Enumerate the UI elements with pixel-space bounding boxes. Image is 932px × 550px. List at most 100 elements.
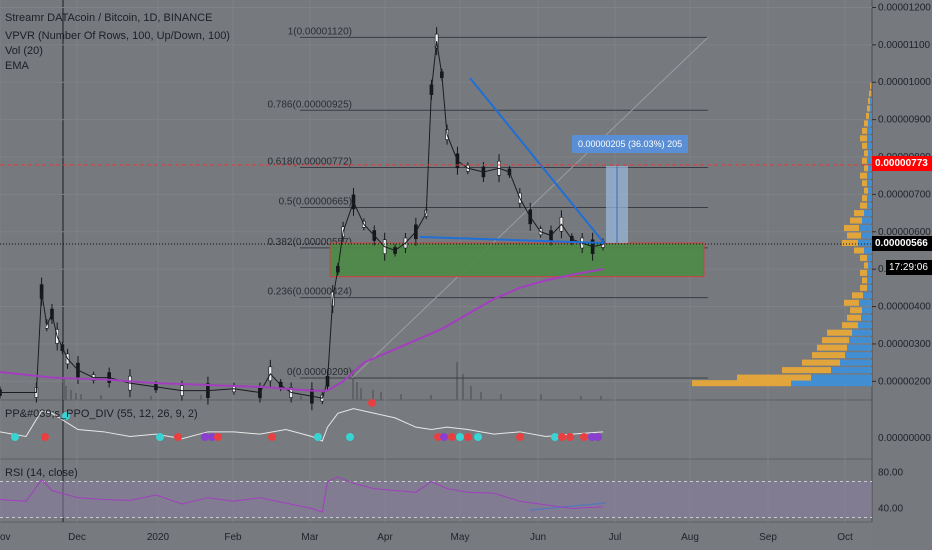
vpvr-down-bar	[868, 165, 872, 172]
vpvr-up-bar	[862, 142, 867, 149]
vpvr-down-bar	[858, 239, 872, 246]
x-tick-label: Dec	[68, 532, 86, 543]
ppo-pane-label[interactable]: PP&#039;s_PPO_DIV (55, 12, 26, 9, 2)	[5, 408, 198, 420]
vpvr-up-bar	[867, 105, 870, 112]
vpvr-down-bar	[862, 307, 872, 314]
ppo-signal-dot	[208, 433, 216, 441]
target-price-badge: 0.00000773	[872, 156, 932, 171]
price-axis[interactable]	[872, 0, 932, 550]
vpvr-up-bar	[847, 232, 861, 239]
ppo-line	[0, 408, 604, 442]
vpvr-down-bar	[868, 120, 872, 127]
ppo-signal-dot	[268, 433, 276, 441]
ppo-signal-dot	[346, 433, 354, 441]
vpvr-down-bar	[847, 344, 872, 351]
y-tick-label: 0.00000300	[878, 339, 931, 350]
ppo-signal-dot	[214, 433, 222, 441]
ppo-signal-dot	[551, 433, 559, 441]
volume-bar	[65, 386, 67, 400]
rsi-band	[0, 481, 872, 518]
rsi-line	[0, 476, 604, 513]
rsi-pane-label[interactable]: RSI (14, close)	[5, 467, 78, 479]
ppo-signal-dot	[566, 433, 574, 441]
vpvr-up-bar	[870, 82, 871, 89]
volume-bar	[462, 374, 464, 400]
vpvr-up-bar	[862, 157, 867, 164]
indicator-ema[interactable]: EMA	[5, 60, 29, 72]
volume-bar	[75, 393, 77, 400]
ppo-signal-dot	[62, 412, 70, 420]
x-tick-label: Jul	[609, 532, 622, 543]
ppo-signal-dot	[314, 433, 322, 441]
vpvr-up-bar	[862, 277, 867, 284]
volume-bar	[470, 386, 472, 400]
volume-bar	[356, 382, 358, 400]
vpvr-up-bar	[850, 307, 862, 314]
vpvr-down-bar	[861, 314, 872, 321]
vpvr-down-bar	[867, 269, 872, 276]
fib-label: 0.786(0.00000925)	[267, 99, 352, 110]
volume-bar	[600, 396, 602, 400]
ppo-signal-dot	[456, 433, 464, 441]
volume-bar	[100, 395, 102, 400]
chart-title: Streamr DATAcoin / Bitcoin, 1D, BINANCE	[5, 12, 213, 24]
vpvr-up-bar	[860, 172, 867, 179]
vpvr-up-bar	[844, 299, 859, 306]
volume-bar	[63, 378, 65, 400]
vpvr-up-bar	[860, 284, 867, 291]
y-tick-label: 0.00000700	[878, 189, 931, 200]
vpvr-up-bar	[692, 380, 791, 387]
x-tick-label: Oct	[837, 532, 853, 543]
y-tick-label: 0.00000900	[878, 115, 931, 126]
ppo-signal-dot	[580, 433, 588, 441]
vpvr-down-bar	[862, 217, 872, 224]
vpvr-down-bar	[869, 112, 872, 119]
ppo-zero-label: 0.00000000	[878, 433, 931, 444]
indicator-vol[interactable]: Vol (20)	[5, 45, 43, 57]
volume-bar	[352, 370, 354, 400]
vpvr-down-bar	[868, 262, 872, 269]
vpvr-up-bar	[854, 210, 864, 217]
ema-polyline	[0, 268, 604, 392]
ppo-signal-dot	[594, 433, 602, 441]
vpvr-up-bar	[850, 217, 862, 224]
volume-bar	[580, 396, 582, 400]
x-tick-label: Sep	[759, 532, 777, 543]
support-zone-rect	[329, 242, 705, 278]
vpvr-up-bar	[822, 337, 849, 344]
vpvr-down-bar	[864, 210, 872, 217]
x-axis-ticks: ov Dec 2020 Feb Mar Apr May Jun Jul Aug Sep Oct	[0, 532, 853, 543]
vpvr-up-bar	[782, 367, 831, 374]
fib-label: 1(0.00001120)	[288, 26, 352, 37]
support-zone	[329, 242, 705, 278]
vpvr-up-bar	[842, 322, 858, 329]
ppo-signal-dot	[11, 433, 19, 441]
fib-label: 0(0.00000209)	[287, 367, 352, 378]
main-pane-bg	[0, 0, 872, 400]
y-tick-label: 0.00000200	[878, 376, 931, 387]
ppo-pane	[0, 399, 604, 442]
x-tick-label: ov	[0, 532, 11, 543]
vpvr-down-bar	[868, 187, 872, 194]
vpvr-up-bar	[812, 352, 845, 359]
fib-label: 0.236(0.00000424)	[267, 287, 352, 298]
volume-bar	[372, 390, 374, 400]
y-tick-label: 0.00000400	[878, 302, 931, 313]
x-tick-label: Jun	[530, 532, 546, 543]
measure-label: 0.00000205 (36.03%) 205	[572, 135, 689, 153]
descending-trendline	[469, 77, 605, 244]
ppo-signal-dot	[464, 433, 472, 441]
vpvr-up-bar	[827, 329, 852, 336]
vpvr-down-bar	[870, 97, 872, 104]
volume-bar	[200, 395, 202, 400]
vpvr-down-bar	[867, 135, 872, 142]
vpvr-down-bar	[861, 232, 872, 239]
y-tick-label: 0.00000600	[878, 227, 931, 238]
vpvr-up-bar	[860, 135, 867, 142]
vpvr-up-bar	[852, 292, 863, 299]
vpvr-up-bar	[860, 269, 867, 276]
vpvr-down-bar	[791, 380, 872, 387]
indicator-vpvr[interactable]: VPVR (Number Of Rows, 100, Up/Down, 100)	[5, 30, 230, 42]
fib-retracement: 1(0.00001120) 0.786(0.00000925) 0.618(0.00…	[267, 26, 709, 379]
